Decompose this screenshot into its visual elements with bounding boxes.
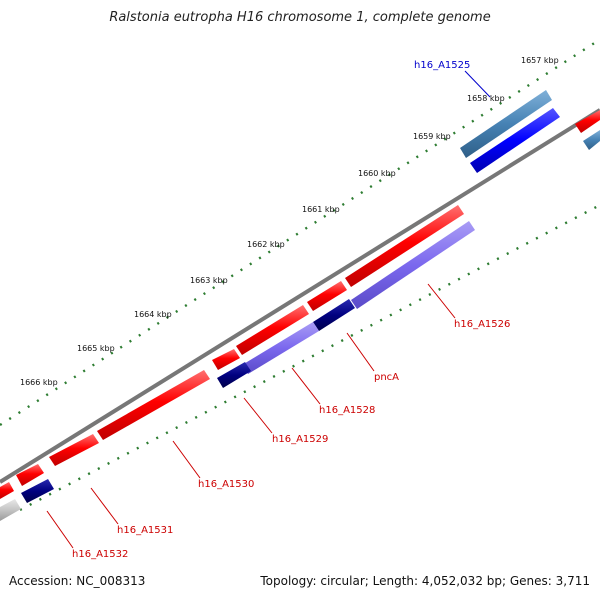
gene-feature[interactable] — [345, 205, 464, 287]
gene-label[interactable]: h16_A1525 — [414, 60, 470, 71]
gene-leader-line — [464, 70, 491, 98]
gene-feature[interactable] — [21, 479, 54, 503]
gene-feature-highlight[interactable] — [460, 90, 552, 158]
gene-feature[interactable] — [212, 349, 240, 370]
genome-backbone — [0, 108, 600, 484]
gene-feature-highlight[interactable] — [583, 130, 600, 150]
outer-tick-ring — [0, 40, 597, 427]
gene-feature[interactable] — [0, 499, 21, 521]
gene-feature[interactable] — [16, 464, 44, 486]
gene-feature[interactable] — [236, 305, 309, 355]
gene-feature[interactable] — [49, 434, 99, 466]
kbp-label: 1658 kbp — [467, 94, 505, 103]
gene-label[interactable]: h16_A1528 — [319, 405, 375, 416]
gene-label[interactable]: h16_A1531 — [117, 525, 173, 536]
kbp-label: 1663 kbp — [190, 276, 228, 285]
gene-feature[interactable] — [0, 482, 14, 499]
gene-feature[interactable] — [307, 281, 347, 311]
kbp-label: 1662 kbp — [247, 240, 285, 249]
genome-summary-text: Topology: circular; Length: 4,052,032 bp… — [260, 574, 590, 588]
gene-feature-highlight[interactable] — [470, 108, 560, 173]
kbp-label: 1664 kbp — [134, 310, 172, 319]
gene-feature[interactable] — [217, 362, 251, 388]
kbp-label: 1666 kbp — [20, 378, 58, 387]
gene-leader-line — [90, 487, 119, 525]
inner-tick-ring — [19, 203, 600, 512]
gene-feature[interactable] — [575, 110, 600, 133]
gene-feature[interactable] — [351, 221, 475, 309]
gene-leader-line — [427, 283, 456, 319]
gene-label[interactable]: h16_A1532 — [72, 549, 128, 560]
gene-leader-line — [243, 397, 273, 434]
gene-leader-line — [172, 440, 201, 479]
gene-feature[interactable] — [97, 370, 210, 440]
gene-label[interactable]: h16_A1529 — [272, 434, 328, 445]
kbp-label: 1657 kbp — [521, 56, 559, 65]
gene-label[interactable]: h16_A1526 — [454, 319, 510, 330]
kbp-label: 1660 kbp — [358, 169, 396, 178]
gene-feature[interactable] — [242, 322, 319, 374]
map-title: Ralstonia eutropha H16 chromosome 1, com… — [109, 10, 491, 25]
gene-leader-line — [46, 510, 74, 549]
gene-feature[interactable] — [313, 299, 355, 331]
gene-leader-line — [346, 332, 375, 372]
gene-label[interactable]: pncA — [374, 372, 399, 383]
kbp-label: 1665 kbp — [77, 344, 115, 353]
kbp-label: 1659 kbp — [413, 132, 451, 141]
gene-label[interactable]: h16_A1530 — [198, 479, 254, 490]
gene-leader-line — [291, 367, 321, 405]
accession-text: Accession: NC_008313 — [9, 574, 146, 588]
kbp-label: 1661 kbp — [302, 205, 340, 214]
